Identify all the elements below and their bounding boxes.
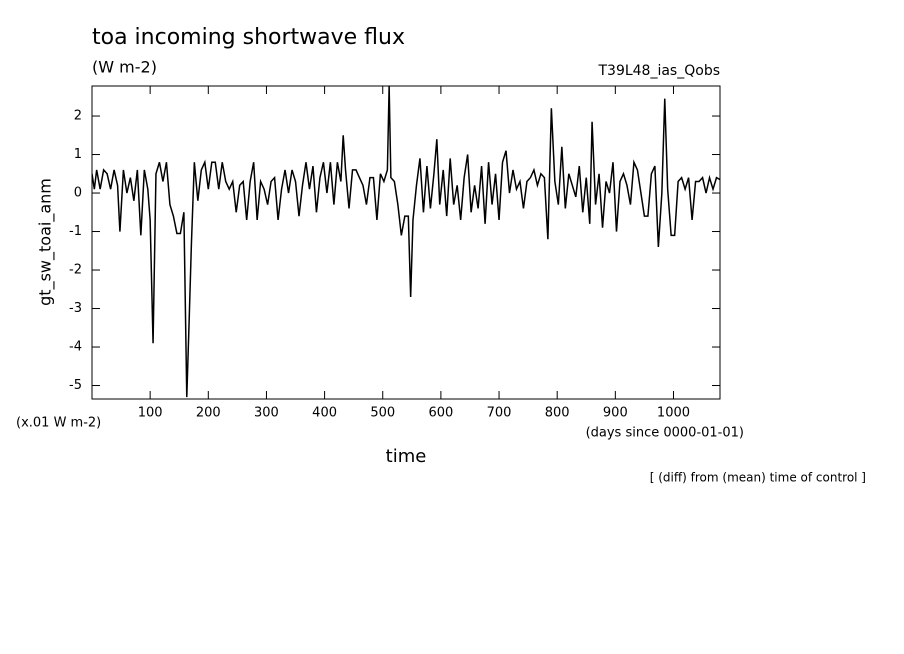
x-tick-label: 800 (545, 406, 570, 421)
chart-subtitle: (W m-2) (92, 58, 157, 77)
chart-title: toa incoming shortwave flux (92, 25, 405, 50)
x-tick-label: 200 (196, 406, 221, 421)
run-label: T39L48_ias_Qobs (597, 63, 720, 79)
y-tick-label: 0 (74, 186, 82, 201)
x-tick-label: 300 (254, 406, 279, 421)
footnote: [ (diff) from (mean) time of control ] (650, 471, 866, 485)
y-axis-units: (x.01 W m-2) (16, 416, 101, 431)
plot-frame (91, 85, 721, 400)
y-tick-label: 1 (74, 147, 82, 162)
x-axis-label: time (386, 446, 427, 467)
plot-area (92, 86, 720, 398)
x-tick-label: 1000 (657, 406, 690, 421)
x-tick-label: 100 (138, 406, 163, 421)
y-axis-label: gt_sw_toai_anm (36, 178, 56, 306)
y-tick-label: 2 (74, 109, 82, 124)
y-tick-label: -5 (69, 378, 82, 393)
x-tick-label: 900 (603, 406, 628, 421)
x-axis-units: (days since 0000-01-01) (586, 426, 744, 441)
y-tick-label: -1 (69, 224, 82, 239)
y-tick-label: -4 (69, 340, 82, 355)
x-tick-label: 700 (487, 406, 512, 421)
y-tick-label: -2 (69, 263, 82, 278)
x-tick-label: 600 (428, 406, 453, 421)
x-tick-label: 400 (312, 406, 337, 421)
data-line (92, 86, 720, 398)
x-tick-label: 500 (370, 406, 395, 421)
y-tick-label: -3 (69, 301, 82, 316)
